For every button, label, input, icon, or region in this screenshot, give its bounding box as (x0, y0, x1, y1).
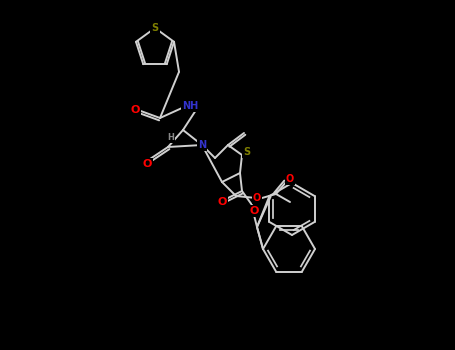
Text: O: O (286, 174, 294, 184)
Text: S: S (152, 23, 158, 33)
Text: N: N (198, 140, 206, 150)
Text: S: S (243, 147, 251, 157)
Text: O: O (253, 193, 261, 203)
Text: H: H (167, 133, 174, 142)
Text: O: O (217, 197, 227, 207)
Text: O: O (249, 206, 259, 216)
Text: NH: NH (182, 101, 198, 111)
Text: O: O (142, 159, 152, 169)
Text: O: O (130, 105, 140, 115)
